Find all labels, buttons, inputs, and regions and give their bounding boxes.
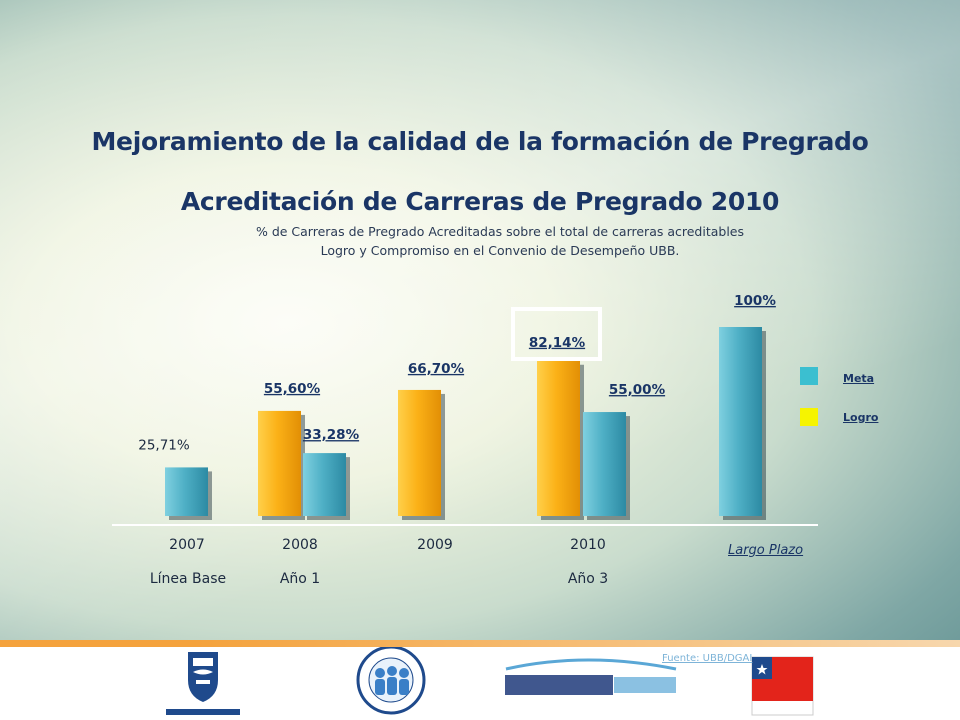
data-label-2007-meta: 25,71% (138, 437, 190, 453)
legend-swatch-logro (800, 408, 818, 426)
year-label-2008: 2008 (282, 537, 318, 553)
year-label-largo-plazo: Largo Plazo (728, 543, 804, 558)
bar-2010-logro (537, 360, 580, 516)
bar-largo-plazo-meta (719, 327, 762, 516)
chart-subtitle-line-1: % de Carreras de Pregrado Acreditadas so… (255, 224, 745, 239)
footer (0, 647, 960, 720)
bar-2010-meta (583, 412, 626, 516)
bar-2007-meta (165, 467, 208, 516)
legend-label-logro: Logro (843, 411, 879, 424)
bar-2008-logro (258, 410, 301, 516)
footer-accent-bar (0, 640, 960, 647)
data-label-largo-plazo-meta: 100% (734, 293, 776, 309)
bar-2009-logro (398, 389, 441, 516)
bar-2008-meta (303, 453, 346, 516)
programa-politicas-logo-icon (356, 647, 426, 715)
mecesup-bicentenario-logo (505, 658, 677, 695)
year-label-2010: 2010 (570, 537, 606, 553)
data-label-2009-logro: 66,70% (408, 361, 465, 377)
chart-subtitle-line-2: Logro y Compromiso en el Convenio de Des… (320, 243, 680, 258)
data-label-2008-logro: 55,60% (264, 381, 321, 397)
bar-chart: 25,71% 55,60% 33,28% 66,70% 82,14% 55,00% 100% (138, 293, 777, 520)
year-label-2009: 2009 (417, 537, 453, 553)
highlight-box (511, 307, 602, 361)
page-title: Mejoramiento de la calidad de la formaci… (91, 127, 869, 156)
period-label-linea-base: Línea Base (149, 571, 227, 587)
ubb-shield-icon (188, 652, 218, 702)
data-label-2010-meta: 55,00% (609, 382, 666, 398)
ministerio-educacion-logo (751, 656, 814, 716)
source-link[interactable]: Fuente: UBB/DGAI (662, 653, 753, 664)
year-label-2007: 2007 (169, 537, 205, 553)
data-label-2010-logro: 82,14% (529, 335, 586, 351)
ubb-logo (166, 647, 814, 716)
legend-label-meta: Meta (843, 372, 875, 385)
data-label-2008-meta: 33,28% (303, 427, 360, 443)
period-label-ano-3: Año 3 (567, 571, 609, 587)
chart-title: Acreditación de Carreras de Pregrado 201… (180, 187, 780, 216)
legend-swatch-meta (800, 367, 818, 385)
period-label-ano-1: Año 1 (279, 571, 321, 587)
